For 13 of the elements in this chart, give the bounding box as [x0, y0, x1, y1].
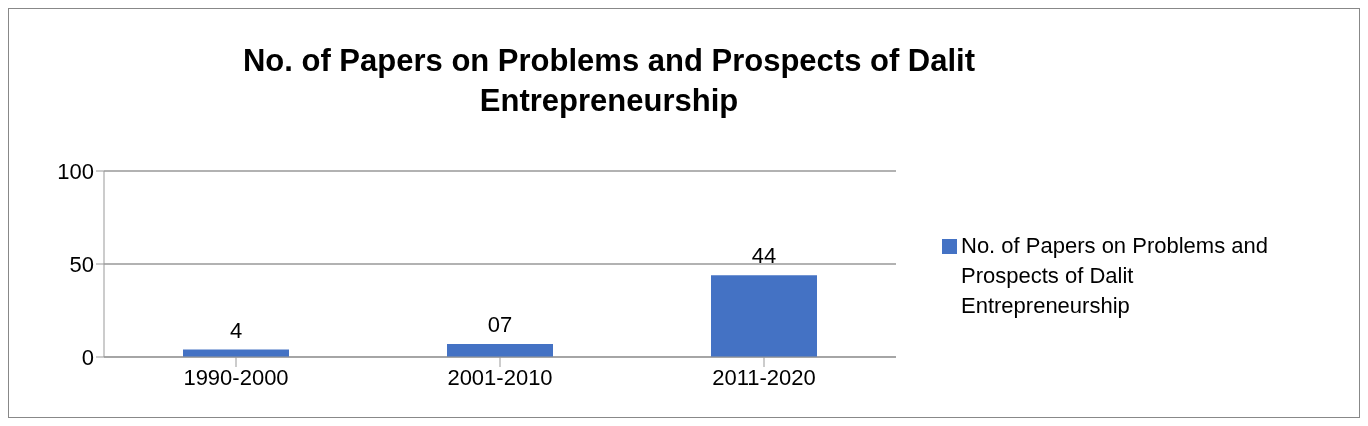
y-tick-label: 100	[57, 158, 94, 184]
x-tick-label: 2001-2010	[447, 364, 553, 390]
x-tick-label: 1990-2000	[183, 364, 289, 390]
y-tick-label: 0	[81, 344, 94, 370]
bar	[447, 343, 553, 357]
x-tick-label: 2011-2020	[712, 364, 816, 390]
data-label: 4	[229, 317, 243, 343]
data-label: 07	[487, 311, 513, 337]
legend-label: No. of Papers on Problems and Prospects of Dalit Entrepreneurship	[961, 232, 1269, 320]
chart-title: No. of Papers on Problems and Prospects of Dalit Entrepreneurship	[241, 42, 977, 120]
bar	[711, 275, 817, 357]
y-tick-label: 50	[69, 251, 94, 277]
data-label: 44	[751, 243, 777, 269]
